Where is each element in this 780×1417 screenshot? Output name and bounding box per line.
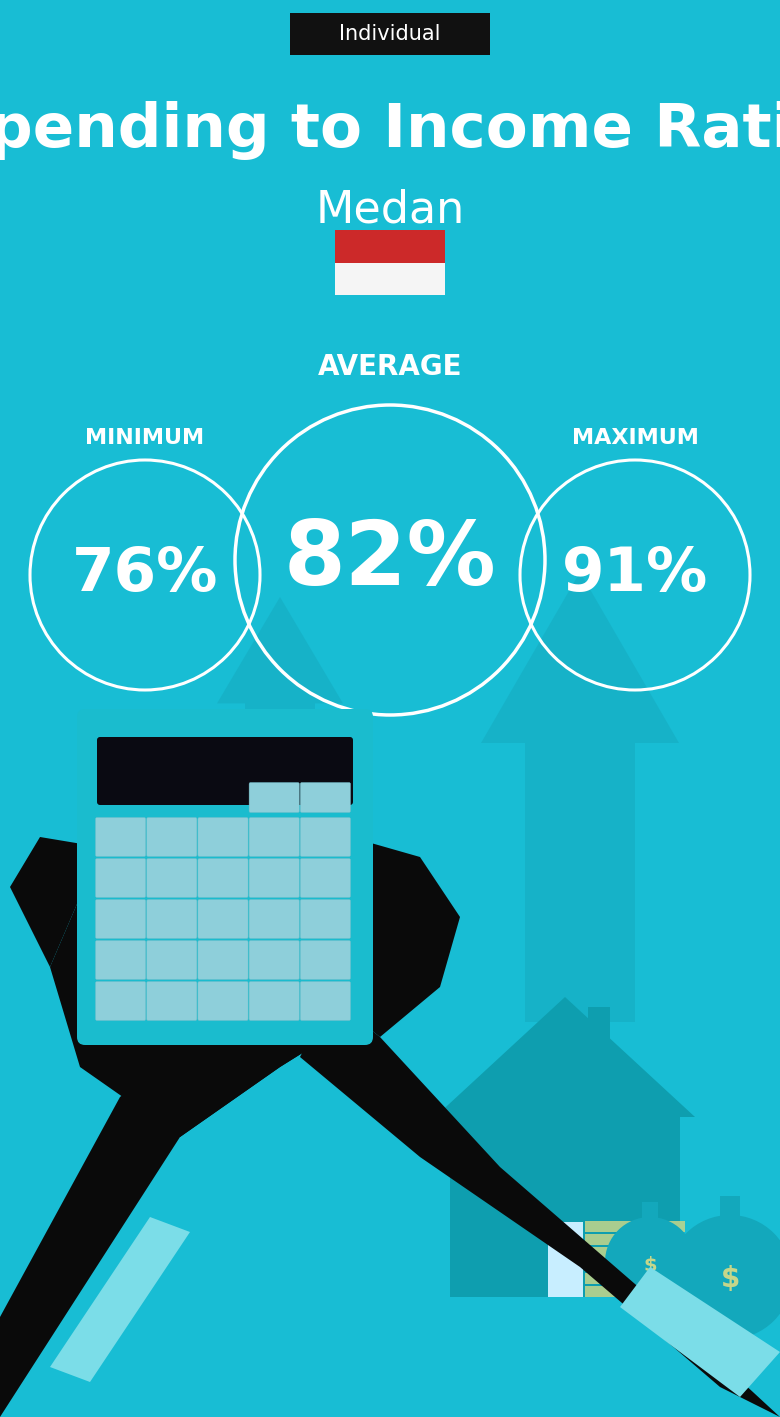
FancyBboxPatch shape <box>585 1247 685 1258</box>
FancyBboxPatch shape <box>720 1196 740 1219</box>
Polygon shape <box>280 837 460 1037</box>
FancyBboxPatch shape <box>95 941 146 979</box>
Text: 82%: 82% <box>284 517 496 604</box>
FancyBboxPatch shape <box>147 982 197 1020</box>
FancyBboxPatch shape <box>147 818 197 856</box>
FancyBboxPatch shape <box>198 941 248 979</box>
FancyBboxPatch shape <box>335 262 445 295</box>
Circle shape <box>668 1214 780 1339</box>
Polygon shape <box>217 597 343 877</box>
Text: Spending to Income Ratio: Spending to Income Ratio <box>0 101 780 160</box>
FancyBboxPatch shape <box>147 859 197 897</box>
Text: AVERAGE: AVERAGE <box>317 353 463 381</box>
FancyBboxPatch shape <box>300 941 350 979</box>
FancyBboxPatch shape <box>588 1007 610 1061</box>
Text: $: $ <box>644 1255 657 1274</box>
FancyBboxPatch shape <box>300 982 350 1020</box>
FancyBboxPatch shape <box>77 708 373 1044</box>
FancyBboxPatch shape <box>548 1221 583 1297</box>
FancyBboxPatch shape <box>198 982 248 1020</box>
FancyBboxPatch shape <box>249 859 300 897</box>
Polygon shape <box>0 976 360 1417</box>
FancyBboxPatch shape <box>300 818 350 856</box>
FancyBboxPatch shape <box>95 818 146 856</box>
FancyBboxPatch shape <box>95 859 146 897</box>
FancyBboxPatch shape <box>335 230 445 262</box>
Polygon shape <box>620 1267 780 1397</box>
Polygon shape <box>50 1217 190 1382</box>
FancyBboxPatch shape <box>198 859 248 897</box>
Polygon shape <box>220 897 330 1047</box>
FancyBboxPatch shape <box>585 1287 685 1297</box>
FancyBboxPatch shape <box>585 1234 685 1246</box>
FancyBboxPatch shape <box>147 941 197 979</box>
Polygon shape <box>50 867 360 1136</box>
FancyBboxPatch shape <box>147 900 197 938</box>
Text: Medan: Medan <box>315 188 465 231</box>
Text: $: $ <box>721 1265 739 1292</box>
FancyBboxPatch shape <box>585 1272 685 1284</box>
FancyBboxPatch shape <box>198 900 248 938</box>
FancyBboxPatch shape <box>585 1221 685 1231</box>
FancyBboxPatch shape <box>450 1117 680 1297</box>
FancyBboxPatch shape <box>249 900 300 938</box>
Circle shape <box>605 1217 695 1306</box>
FancyBboxPatch shape <box>249 982 300 1020</box>
FancyBboxPatch shape <box>300 859 350 897</box>
FancyBboxPatch shape <box>249 941 300 979</box>
FancyBboxPatch shape <box>300 782 350 812</box>
FancyBboxPatch shape <box>642 1202 658 1220</box>
FancyBboxPatch shape <box>249 818 300 856</box>
FancyBboxPatch shape <box>585 1260 685 1271</box>
FancyBboxPatch shape <box>95 982 146 1020</box>
Polygon shape <box>300 998 780 1417</box>
FancyBboxPatch shape <box>95 900 146 938</box>
Polygon shape <box>481 572 679 1022</box>
FancyBboxPatch shape <box>198 818 248 856</box>
FancyBboxPatch shape <box>249 782 300 812</box>
Text: MINIMUM: MINIMUM <box>86 428 204 448</box>
Text: 76%: 76% <box>72 546 218 605</box>
FancyBboxPatch shape <box>290 13 490 55</box>
Text: MAXIMUM: MAXIMUM <box>572 428 698 448</box>
Text: 91%: 91% <box>562 546 708 605</box>
FancyBboxPatch shape <box>300 900 350 938</box>
Polygon shape <box>435 998 695 1117</box>
Text: Individual: Individual <box>339 24 441 44</box>
Polygon shape <box>10 837 140 966</box>
FancyBboxPatch shape <box>97 737 353 805</box>
